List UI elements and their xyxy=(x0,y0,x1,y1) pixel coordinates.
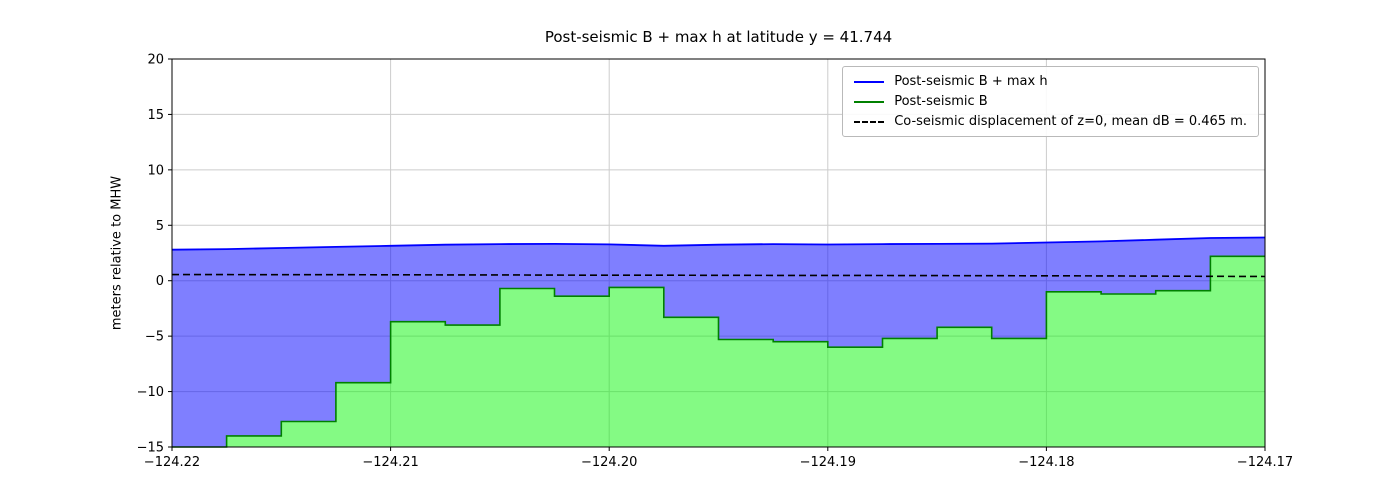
post-seismic-b-area xyxy=(172,256,1265,447)
legend-green-line-icon xyxy=(854,100,885,103)
post-seismic-b-max-h-area xyxy=(172,237,1265,447)
legend-item: Post-seismic B + max h xyxy=(854,74,1247,89)
axes-frame xyxy=(171,58,1266,448)
legend: Post-seismic B + max h Post-seismic B Co… xyxy=(842,66,1259,137)
x-tick-label: −124.22 xyxy=(144,455,200,470)
x-tick-label: −124.17 xyxy=(1237,455,1293,470)
x-tick-label: −124.21 xyxy=(362,455,418,470)
y-tick-label: −15 xyxy=(137,441,164,456)
y-tick-label: −10 xyxy=(137,385,164,400)
y-tick-label: 10 xyxy=(147,163,164,178)
x-tick-label: −124.20 xyxy=(581,455,637,470)
co-seismic-displacement-line xyxy=(172,273,1266,278)
legend-label: Post-seismic B xyxy=(894,94,988,109)
y-tick-label: 5 xyxy=(156,219,164,234)
x-tick-label: −124.19 xyxy=(800,455,856,470)
y-tick-label: 20 xyxy=(147,53,164,68)
legend-blue-line-icon xyxy=(854,80,885,83)
y-axis-label: meters relative to MHW xyxy=(109,175,125,331)
legend-item: Post-seismic B xyxy=(854,94,1247,109)
y-tick-label: −5 xyxy=(145,330,164,345)
post-seismic-b-line xyxy=(172,255,1265,448)
y-tick-label: 15 xyxy=(147,108,164,123)
legend-item: Co-seismic displacement of z=0, mean dB … xyxy=(854,114,1247,129)
legend-dashed-line-icon xyxy=(854,120,885,123)
y-tick-label: 0 xyxy=(156,274,164,289)
x-tick-label: −124.18 xyxy=(1018,455,1074,470)
legend-label: Co-seismic displacement of z=0, mean dB … xyxy=(894,114,1247,129)
post-seismic-b-max-h-line xyxy=(171,236,1266,251)
legend-label: Post-seismic B + max h xyxy=(894,74,1048,89)
chart-title: Post-seismic B + max h at latitude y = 4… xyxy=(544,28,893,46)
